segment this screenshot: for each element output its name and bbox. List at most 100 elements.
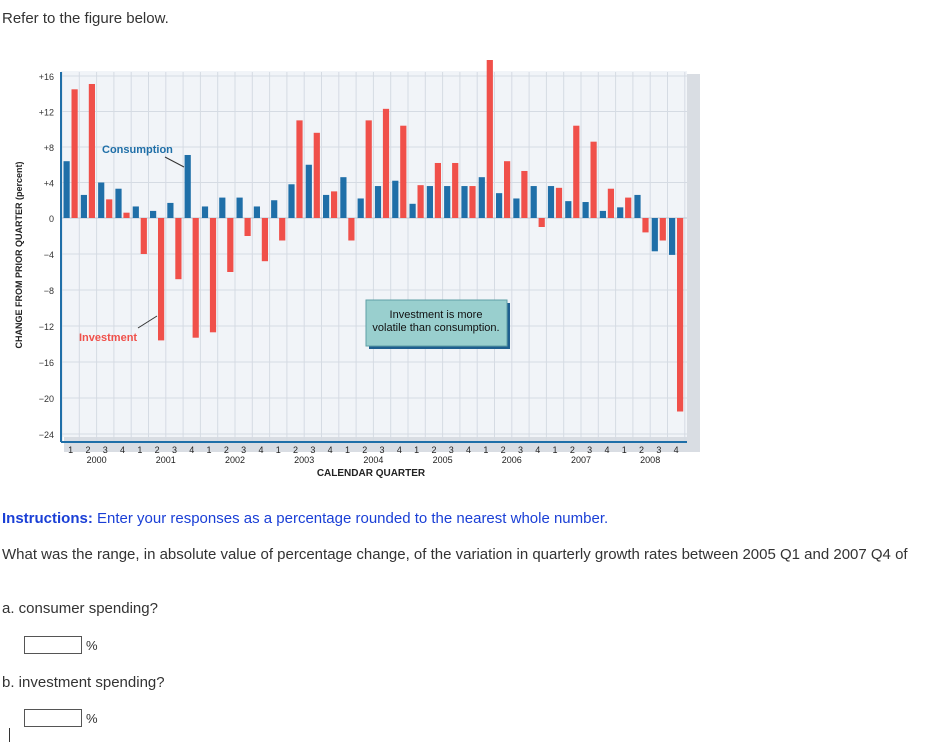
consumption-bar [374, 186, 382, 218]
quarter-label: 3 [518, 445, 523, 455]
quarter-label: 3 [587, 445, 592, 455]
quarter-label: 2 [570, 445, 575, 455]
y-tick-label: −24 [39, 430, 54, 440]
consumption-bar [305, 164, 312, 218]
investment-bar [590, 141, 597, 218]
chart: +16 +12 +8 +4 0 −4 −8 −12 −16 −20 −24 1 2 3 4 1 2 3 4 1 2 3 4… [14, 60, 700, 479]
consumption-bar [409, 203, 416, 218]
callout-box [365, 299, 508, 347]
investment-bar [642, 218, 649, 233]
consumption-bar [617, 207, 624, 218]
consumption-bar [582, 202, 589, 218]
consumption-bar [496, 193, 503, 218]
consumption-bar [150, 210, 157, 218]
investment-bar [209, 218, 217, 333]
y-tick-label: +12 [39, 108, 54, 118]
investment-bar [573, 125, 580, 218]
consumption-bar [132, 206, 139, 218]
investment-annotation: Investment [79, 332, 137, 344]
quarter-label: 1 [345, 445, 350, 455]
investment-bar [625, 197, 632, 218]
year-label: 2005 [433, 455, 453, 465]
investment-bar [469, 186, 476, 218]
y-tick-label: +4 [44, 179, 54, 189]
y-tick-label: −12 [39, 322, 54, 332]
investment-bar [331, 191, 338, 218]
part-b-answer-row: % [24, 709, 98, 727]
consumption-bar [634, 194, 641, 218]
consumption-bar [426, 186, 433, 218]
quarter-label: 2 [293, 445, 298, 455]
bars [63, 60, 684, 412]
consumption-bar [323, 194, 330, 218]
quarter-label: 3 [241, 445, 246, 455]
quarter-label: 1 [207, 445, 212, 455]
intro-text: Refer to the figure below. [2, 10, 169, 27]
investment-bar [158, 218, 165, 341]
investment-bar [382, 108, 390, 218]
year-label: 2004 [363, 455, 383, 465]
consumption-bar [530, 186, 537, 218]
quarter-label: 4 [674, 445, 679, 455]
quarter-label: 4 [189, 445, 194, 455]
quarter-label: 1 [276, 445, 281, 455]
quarter-label: 1 [622, 445, 627, 455]
quarter-labels: 1 2 3 4 1 2 3 4 1 2 3 4 1 2 3 4 1 2 3 4 1 2 3 4 1 2 3 4 1 2 3 4 1 2 3 4 [68, 445, 679, 455]
quarter-label: 3 [172, 445, 177, 455]
investment-bar [400, 125, 407, 218]
quarter-label: 1 [137, 445, 142, 455]
quarter-label: 2 [85, 445, 90, 455]
year-labels: 2000 2001 2002 2003 2004 2005 2006 2007 2008 [87, 455, 661, 465]
investment-bar [677, 218, 684, 412]
part-b-label: b. investment spending? [2, 674, 165, 691]
investment-bar [417, 185, 424, 218]
investment-bar [452, 162, 459, 218]
y-tick-labels: +16 +12 +8 +4 0 −4 −8 −12 −16 −20 −24 [39, 72, 54, 440]
investment-bar [192, 218, 199, 338]
quarter-label: 2 [155, 445, 160, 455]
investment-bar [261, 218, 268, 262]
consumption-bar [98, 182, 105, 218]
part-a-unit: % [86, 637, 98, 653]
investment-bar [538, 218, 545, 227]
year-label: 2000 [87, 455, 107, 465]
investment-bar [71, 89, 78, 218]
callout-line-1: Investment is more [390, 309, 483, 321]
y-tick-label: −8 [44, 286, 54, 296]
instructions: Instructions: Enter your responses as a … [2, 510, 608, 527]
y-tick-label: −16 [39, 358, 54, 368]
consumption-bar [184, 154, 191, 218]
consumption-bar [478, 177, 485, 218]
y-tick-label: −20 [39, 394, 54, 404]
quarter-label: 1 [483, 445, 488, 455]
year-label: 2008 [640, 455, 660, 465]
consumption-bar [547, 186, 555, 218]
investment-bar [555, 187, 563, 218]
text-cursor [9, 728, 10, 742]
quarter-label: 1 [414, 445, 419, 455]
year-label: 2002 [225, 455, 245, 465]
investment-bar [607, 188, 614, 218]
investment-bar [365, 120, 372, 218]
consumption-bar [357, 198, 364, 218]
part-a-input[interactable] [24, 636, 82, 654]
consumption-bar [565, 201, 572, 218]
investment-bar [106, 199, 113, 218]
y-tick-label: +16 [39, 72, 54, 82]
quarter-label: 4 [258, 445, 263, 455]
year-label: 2006 [502, 455, 522, 465]
quarter-label: 4 [466, 445, 471, 455]
quarter-label: 2 [501, 445, 506, 455]
investment-bar [244, 218, 251, 236]
consumption-bar [271, 200, 278, 218]
quarter-label: 2 [224, 445, 229, 455]
quarter-label: 2 [639, 445, 644, 455]
consumption-bar [63, 161, 70, 218]
x-axis-label: CALENDAR QUARTER [317, 468, 426, 479]
investment-leader-line [137, 315, 158, 329]
consumption-bar [651, 218, 658, 252]
part-b-input[interactable] [24, 709, 82, 727]
consumption-bar [340, 177, 347, 218]
quarter-label: 2 [431, 445, 436, 455]
consumption-bar [167, 202, 174, 218]
